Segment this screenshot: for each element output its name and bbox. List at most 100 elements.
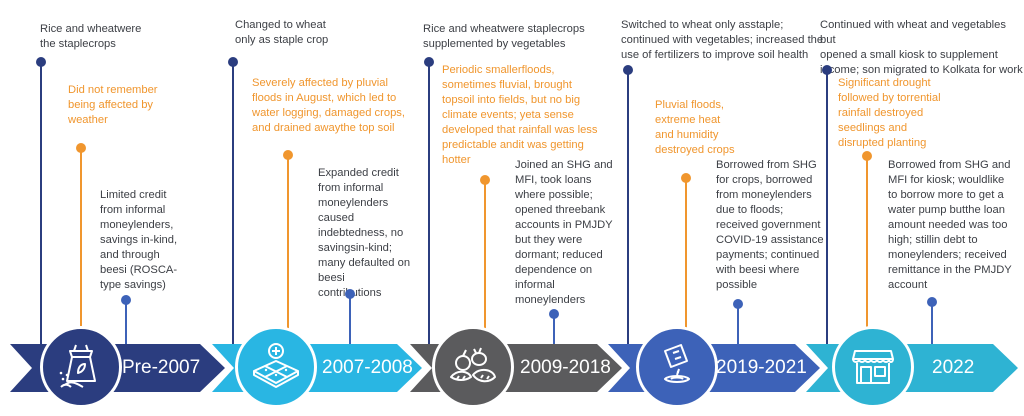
text-line: moneylenders, xyxy=(100,219,174,231)
text-line: informal xyxy=(515,279,555,291)
icon-circle-2007-2008 xyxy=(235,326,317,408)
text-line: for crops, borrowed xyxy=(716,174,813,186)
text-line: and through xyxy=(100,249,160,261)
text-line: from informal xyxy=(318,182,384,194)
text-line: but they were xyxy=(515,234,583,246)
crop-marker-dot xyxy=(623,65,633,75)
text-line: contributions xyxy=(318,286,410,301)
crop-connector-line xyxy=(232,62,234,344)
text-line: beesi (ROSCA- xyxy=(100,264,178,276)
text-line: from informal xyxy=(100,204,166,216)
crop-connector-line xyxy=(40,62,42,344)
text-line: use of fertilizers to improve soil healt… xyxy=(621,49,809,61)
finance-connector-line xyxy=(931,302,933,344)
text-line: Significant drought xyxy=(838,77,931,89)
text-line: rainfall destroyed xyxy=(838,107,924,119)
text-line: due to floods; xyxy=(716,204,784,216)
text-line: Rice and wheatwere xyxy=(40,23,142,35)
climate-connector-line xyxy=(80,148,82,344)
finance-marker-dot xyxy=(121,295,131,305)
finance-connector-line xyxy=(737,304,739,344)
text-line: only as staple crop xyxy=(235,34,329,46)
climate-marker-dot xyxy=(681,173,691,183)
text-line: sometimes fluvial, brought xyxy=(442,79,572,91)
finance-connector-line xyxy=(553,314,555,344)
finance-connector-line xyxy=(125,300,127,344)
finance-note-2019-2021: Borrowed from SHG for crops, borrowed fr… xyxy=(716,158,824,293)
text-line: indebtedness, no xyxy=(318,227,404,239)
seed-planting-icon xyxy=(664,344,690,383)
text-line: Severely affected by pluvial xyxy=(252,77,388,89)
finance-note-2007-2008: Expanded credit from informal moneylende… xyxy=(318,166,410,301)
climate-connector-line xyxy=(866,156,868,344)
text-line: from moneylenders xyxy=(716,189,812,201)
text-line: many defaulted on xyxy=(318,257,411,269)
crop-marker-dot xyxy=(424,57,434,67)
text-line: MFI, took loans xyxy=(515,174,592,186)
text-line: dormant; reduced xyxy=(515,249,603,261)
text-line: developed that rainfall was less xyxy=(442,124,598,136)
climate-note-2007-2008: Severely affected by pluvial floods in A… xyxy=(252,76,405,136)
climate-marker-dot xyxy=(76,143,86,153)
text-line: hotter xyxy=(442,154,471,166)
finance-marker-dot xyxy=(733,299,743,309)
text-line: Continued with wheat and vegetables but xyxy=(820,19,1006,46)
text-line: continued with vegetables; increased the xyxy=(621,34,824,46)
kiosk-shop-icon xyxy=(852,350,894,384)
text-line: moneylenders xyxy=(515,294,586,306)
icon-circle-2009-2018 xyxy=(432,326,514,408)
finance-note-pre-2007: Limited credit from informal moneylender… xyxy=(100,188,177,293)
period-label-2019-2021: 2019-2021 xyxy=(716,357,807,378)
text-line: predictable andit was getting xyxy=(442,139,584,151)
crop-marker-dot xyxy=(36,57,46,67)
text-line: topsoil into fields, but no big xyxy=(442,94,581,106)
crop-connector-line xyxy=(826,70,828,344)
text-line: Switched to wheat only asstaple; xyxy=(621,19,784,31)
crop-marker-dot xyxy=(822,65,832,75)
text-line: floods in August, which led to xyxy=(252,92,397,104)
icon-circle-2019-2021 xyxy=(636,326,718,408)
finance-note-2022: Borrowed from SHG and MFI for kiosk; wou… xyxy=(888,158,1012,293)
text-line: and humidity xyxy=(655,129,719,141)
text-line: the staplecrops xyxy=(40,38,116,50)
climate-connector-line xyxy=(484,180,486,344)
climate-connector-line xyxy=(685,178,687,344)
climate-marker-dot xyxy=(862,151,872,161)
text-line: disrupted planting xyxy=(838,137,927,149)
crop-connector-line xyxy=(428,62,430,344)
text-line: received government xyxy=(716,219,821,231)
field-rain-icon xyxy=(253,343,299,388)
text-line: high; stillin debt to xyxy=(888,234,978,246)
climate-note-2022: Significant drought followed by torrenti… xyxy=(838,76,941,151)
text-line: seedlings and xyxy=(838,122,908,134)
finance-marker-dot xyxy=(345,289,355,299)
text-line: moneylenders; received xyxy=(888,249,1007,261)
text-line: with beesi where xyxy=(716,264,800,276)
text-line: dependence on xyxy=(515,264,593,276)
text-line: COVID-19 assistance xyxy=(716,234,824,246)
climate-note-2009-2018: Periodic smallerfloods, sometimes fluvia… xyxy=(442,63,597,168)
climate-marker-dot xyxy=(283,150,293,160)
text-line: Rice and wheatwere staplecrops xyxy=(423,23,585,35)
vegetables-icon xyxy=(450,347,496,383)
crop-marker-dot xyxy=(228,57,238,67)
text-line: amount needed was too xyxy=(888,219,1008,231)
text-line: Did not remember xyxy=(68,84,158,96)
text-line: Borrowed from SHG xyxy=(716,159,817,171)
text-line: water logging, damaged crops, xyxy=(252,107,405,119)
climate-note-2019-2021: Pluvial floods, extreme heat and humidit… xyxy=(655,98,735,158)
crop-note-2019-2021: Switched to wheat only asstaple; continu… xyxy=(621,18,823,63)
period-label-2007-2008: 2007-2008 xyxy=(322,357,413,378)
crop-note-2007-2008: Changed to wheat only as staple crop xyxy=(235,18,328,48)
climate-marker-dot xyxy=(480,175,490,185)
text-line: followed by torrential xyxy=(838,92,941,104)
finance-connector-line xyxy=(349,294,351,344)
climate-note-pre-2007: Did not remember being affected by weath… xyxy=(68,83,158,128)
icon-circle-pre-2007 xyxy=(40,326,122,408)
text-line: being affected by xyxy=(68,99,154,111)
text-line: possible xyxy=(716,279,758,291)
text-line: beesi xyxy=(318,272,345,284)
text-line: weather xyxy=(68,114,108,126)
text-line: where possible; xyxy=(515,189,593,201)
finance-marker-dot xyxy=(927,297,937,307)
